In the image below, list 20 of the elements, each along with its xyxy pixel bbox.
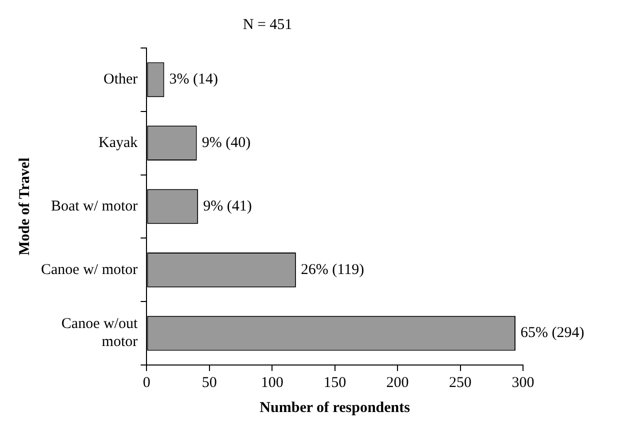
x-axis-title: Number of respondents xyxy=(260,400,410,416)
y-tick-label: Boat w/ motor xyxy=(50,198,138,214)
y-axis-title: Mode of Travel xyxy=(16,158,33,256)
x-tick-label: 50 xyxy=(202,374,217,391)
y-tick-label: Canoe w/ motor xyxy=(40,262,138,278)
data-label: 26% (119) xyxy=(300,262,364,278)
x-tick-label: 100 xyxy=(260,374,284,391)
data-label: 65% (294) xyxy=(520,325,584,342)
x-tick-label: 250 xyxy=(449,374,472,391)
x-tick-label: 200 xyxy=(386,374,409,391)
chart-title: N = 451 xyxy=(242,16,292,33)
data-label: 9% (40) xyxy=(202,135,251,152)
x-tick-label: 0 xyxy=(142,374,150,391)
y-tick-label: Kayak xyxy=(98,135,138,152)
x-tick-label: 150 xyxy=(324,374,346,391)
x-tick-label: 300 xyxy=(512,374,534,391)
data-label: 3% (14) xyxy=(169,72,218,88)
data-label: 9% (41) xyxy=(203,198,252,214)
y-tick-label: Other xyxy=(103,72,138,88)
y-tick-label: Canoe w/out motor xyxy=(61,316,138,350)
